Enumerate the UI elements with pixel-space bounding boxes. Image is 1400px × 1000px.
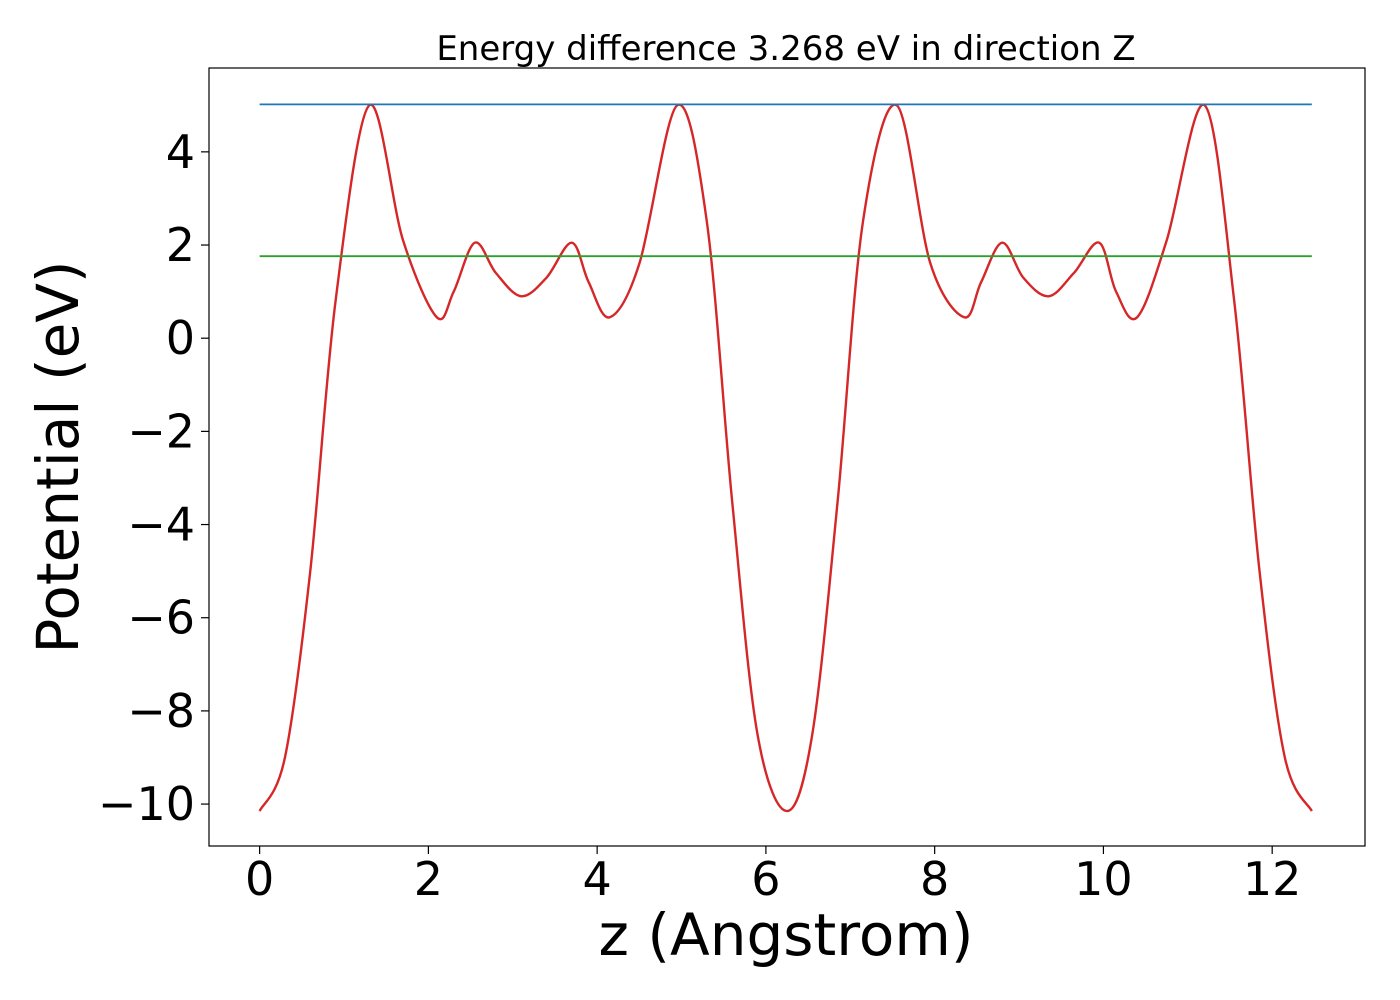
x-tick-label: 6	[751, 852, 780, 906]
x-axis-label: z (Angstrom)	[599, 901, 974, 969]
y-tick-label: 4	[166, 125, 195, 179]
x-tick-label: 0	[245, 852, 274, 906]
plot-area	[208, 67, 1366, 847]
x-tick-label: 10	[1074, 852, 1133, 906]
series-layer	[258, 103, 1313, 813]
y-tick-label: −6	[127, 591, 195, 645]
y-tick-label: 0	[166, 311, 195, 365]
y-tick-label: −4	[127, 498, 195, 552]
x-tick-label: 4	[583, 852, 612, 906]
x-tick-label: 2	[414, 852, 443, 906]
x-tick-label: 8	[920, 852, 949, 906]
y-tick-label: −8	[127, 684, 195, 738]
chart-title: Energy difference 3.268 eV in direction …	[436, 29, 1135, 69]
y-axis-label: Potential (eV)	[24, 260, 92, 653]
y-tick-label: 2	[166, 218, 195, 272]
series-line-1	[258, 103, 1313, 813]
y-axis: 4 2 0 −2 −4 −6 −8 −10	[98, 125, 209, 831]
y-tick-label: −10	[98, 777, 195, 831]
y-tick-label: −2	[127, 404, 195, 458]
x-tick-label: 12	[1243, 852, 1302, 906]
x-axis: 0 2 4 6 8 10 12	[245, 846, 1301, 906]
